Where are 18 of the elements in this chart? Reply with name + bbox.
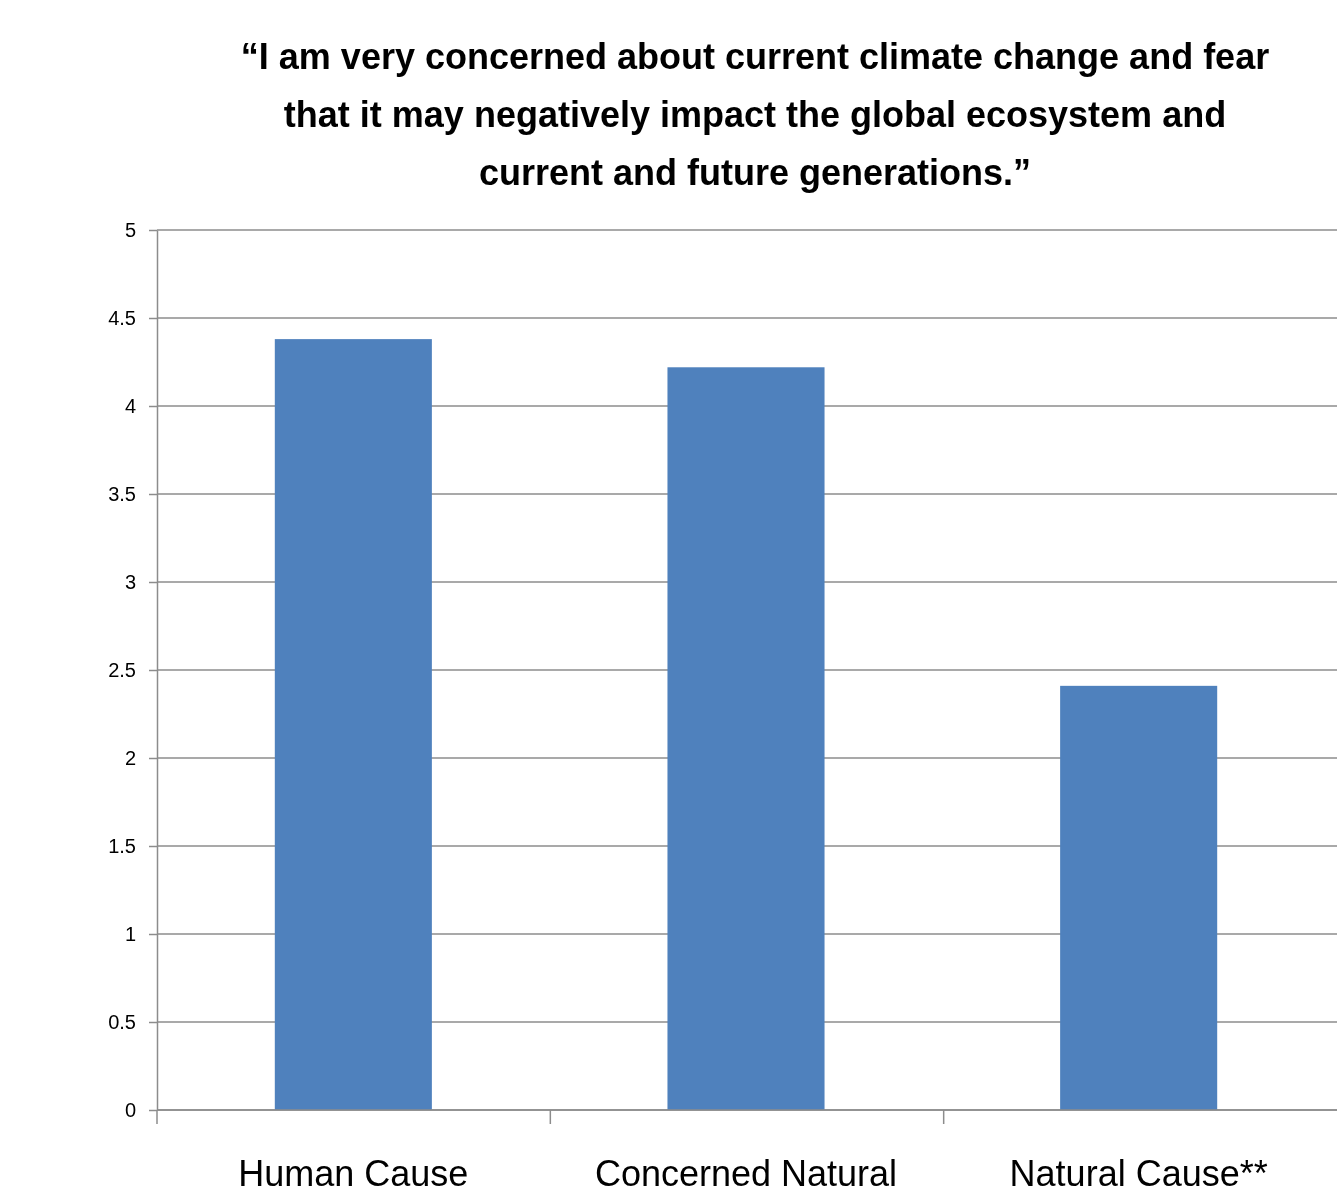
bar xyxy=(1060,685,1218,1110)
x-tick-label: Human Cause xyxy=(238,1153,469,1194)
y-tick-label: 0 xyxy=(124,1098,136,1121)
bar xyxy=(667,367,825,1110)
y-tick-label: 3 xyxy=(124,570,136,593)
y-tick-label: 5 xyxy=(124,218,136,241)
y-tick-label: 4 xyxy=(124,394,136,417)
y-tick-label: 2 xyxy=(124,746,136,769)
y-tick-label: 3.5 xyxy=(108,482,136,505)
x-tick-label: Concerned Natural xyxy=(594,1153,898,1194)
y-tick-label: 4.5 xyxy=(108,306,136,329)
chart-title: “I am very concerned about current climate change and fear that it may negatively impact the global ecosystem and current and future generations.” xyxy=(239,35,1271,195)
y-tick-label: 1.5 xyxy=(108,834,136,857)
x-tick-label: Natural Cause** xyxy=(1009,1153,1268,1194)
y-tick-label: 0.5 xyxy=(108,1010,136,1033)
bar xyxy=(274,339,432,1110)
y-tick-label: 2.5 xyxy=(108,658,136,681)
y-tick-label: 1 xyxy=(124,922,136,945)
